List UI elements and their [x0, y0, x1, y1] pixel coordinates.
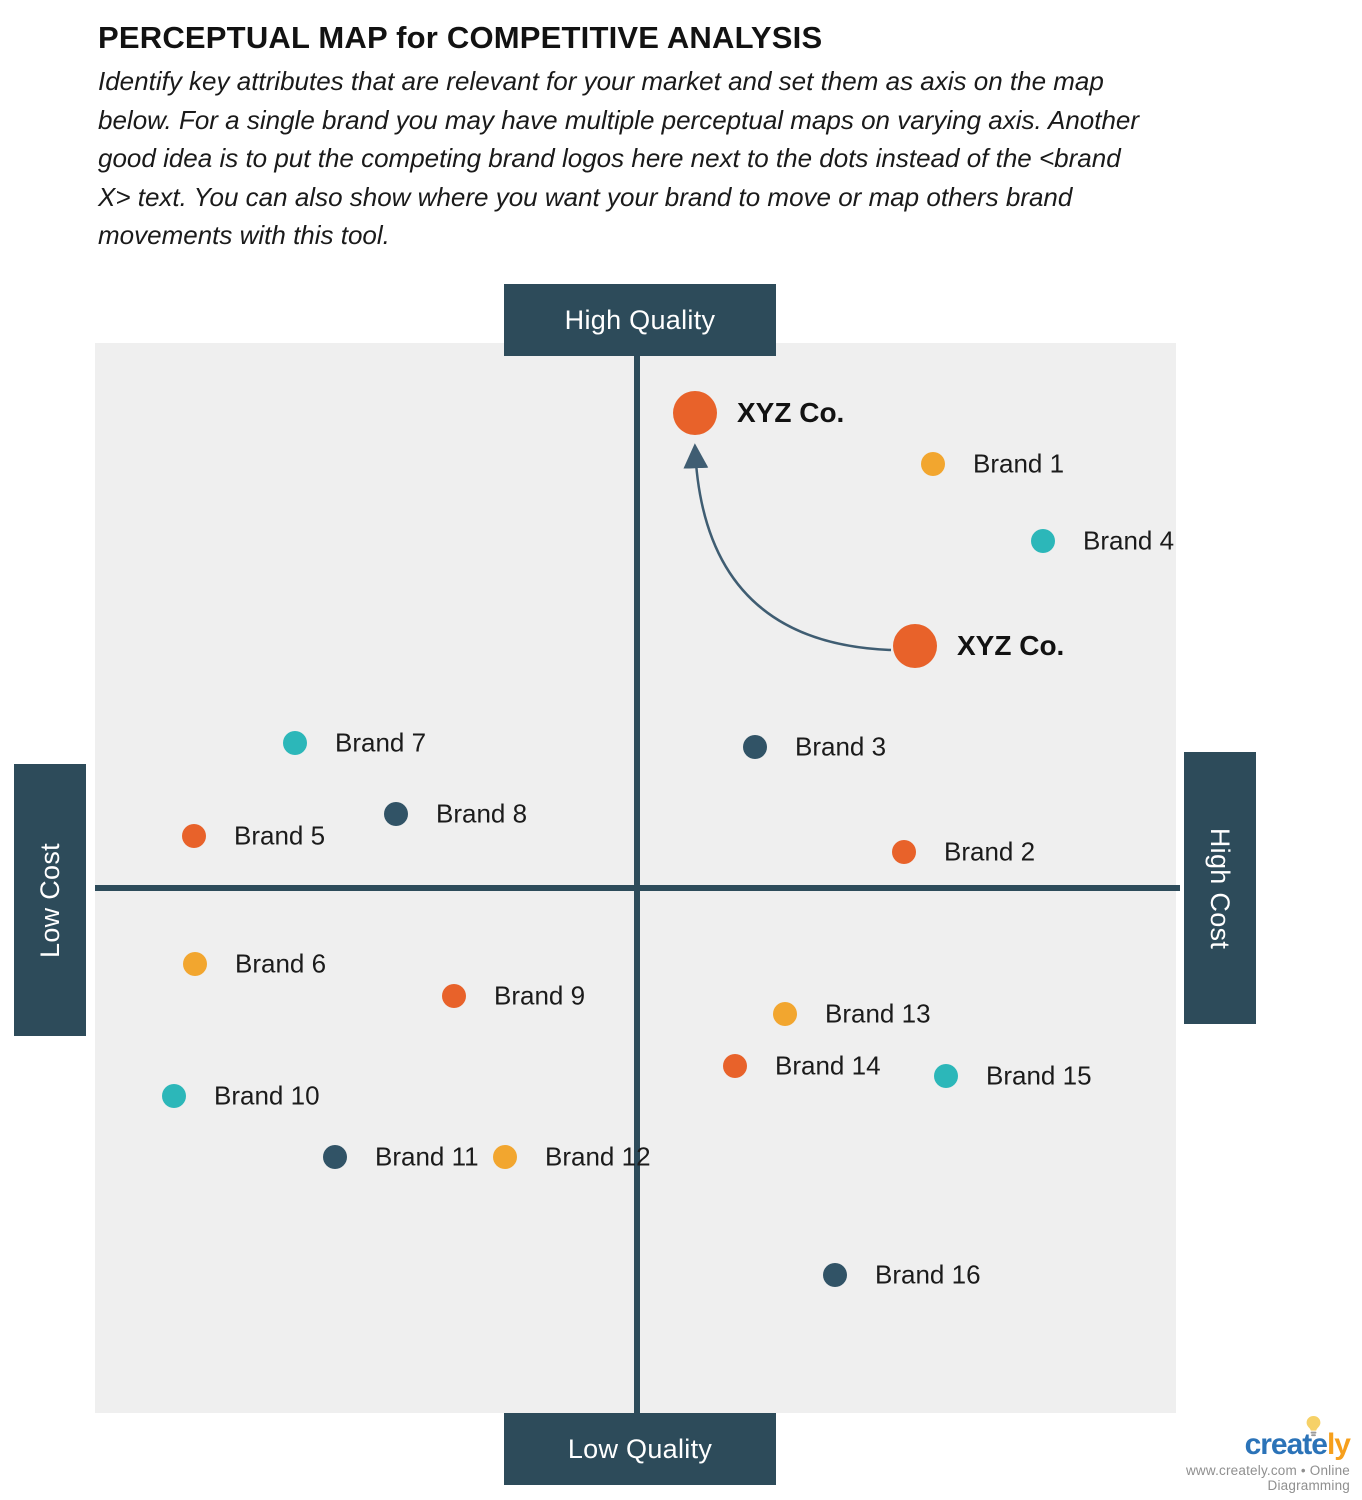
- point-label: Brand 7: [335, 727, 427, 758]
- brand-point-brand-9: Brand 9: [442, 981, 585, 1011]
- axis-label-high-cost: High Cost: [1184, 752, 1256, 1024]
- focus-point-xyz-co: XYZ Co.: [673, 391, 844, 435]
- creately-wordmark: creately: [1110, 1416, 1351, 1462]
- brand-point-brand-4: Brand 4: [1031, 526, 1174, 556]
- point-label: Brand 4: [1083, 525, 1175, 556]
- brand-point-brand-5: Brand 5: [182, 821, 325, 851]
- point-label: Brand 13: [825, 998, 931, 1029]
- brand-point-brand-3: Brand 3: [743, 732, 886, 762]
- creately-tagline[interactable]: www.creately.com • Online Diagramming: [1185, 1463, 1350, 1493]
- x-axis-line: [95, 885, 1180, 891]
- brand-point-brand-15: Brand 15: [934, 1061, 1092, 1091]
- axis-label-low-quality: Low Quality: [504, 1413, 776, 1485]
- brand-point-brand-14: Brand 14: [723, 1051, 881, 1081]
- point-label: Brand 5: [234, 820, 326, 851]
- point-label: XYZ Co.: [957, 630, 1065, 661]
- point-label: Brand 11: [375, 1141, 479, 1172]
- brand-point-brand-2: Brand 2: [892, 837, 1035, 867]
- page-title: PERCEPTUAL MAP for COMPETITIVE ANALYSIS: [98, 20, 823, 55]
- page-description: Identify key attributes that are relevan…: [98, 66, 1140, 250]
- point-label: Brand 8: [436, 798, 528, 829]
- brand-point-brand-16: Brand 16: [823, 1260, 981, 1290]
- axis-label-high-quality: High Quality: [504, 284, 776, 356]
- brand-point-brand-8: Brand 8: [384, 799, 527, 829]
- brand-point-brand-1: Brand 1: [921, 449, 1064, 479]
- brand-point-brand-11: Brand 11: [323, 1142, 479, 1172]
- point-label: Brand 9: [494, 980, 586, 1011]
- point-label: Brand 2: [944, 836, 1036, 867]
- axis-label-top-text: High Quality: [564, 304, 716, 335]
- point-label: Brand 1: [973, 448, 1065, 479]
- brand-point-brand-6: Brand 6: [183, 949, 326, 979]
- point-label: Brand 12: [545, 1141, 651, 1172]
- point-label: XYZ Co.: [737, 397, 845, 428]
- lightbulb-icon: [1306, 1416, 1321, 1437]
- focus-point-xyz-co: XYZ Co.: [893, 624, 1064, 668]
- point-label: Brand 16: [875, 1259, 981, 1290]
- creately-logo[interactable]: creately www.creately.com • Online Diagr…: [1110, 1416, 1351, 1493]
- axis-label-bottom-text: Low Quality: [567, 1433, 713, 1464]
- axis-label-low-cost: Low Cost: [14, 764, 86, 1036]
- point-label: Brand 3: [795, 731, 887, 762]
- brand-point-brand-13: Brand 13: [773, 999, 931, 1029]
- point-label: Brand 10: [214, 1080, 320, 1111]
- brand-point-brand-12: Brand 12: [493, 1142, 651, 1172]
- creately-wordmark-orange: ly: [1326, 1428, 1351, 1461]
- brand-point-brand-10: Brand 10: [162, 1081, 320, 1111]
- point-label: Brand 14: [775, 1050, 881, 1081]
- brand-point-brand-7: Brand 7: [283, 728, 426, 758]
- point-label: Brand 15: [986, 1060, 1092, 1091]
- y-axis-line: [634, 356, 640, 1413]
- point-label: Brand 6: [235, 948, 327, 979]
